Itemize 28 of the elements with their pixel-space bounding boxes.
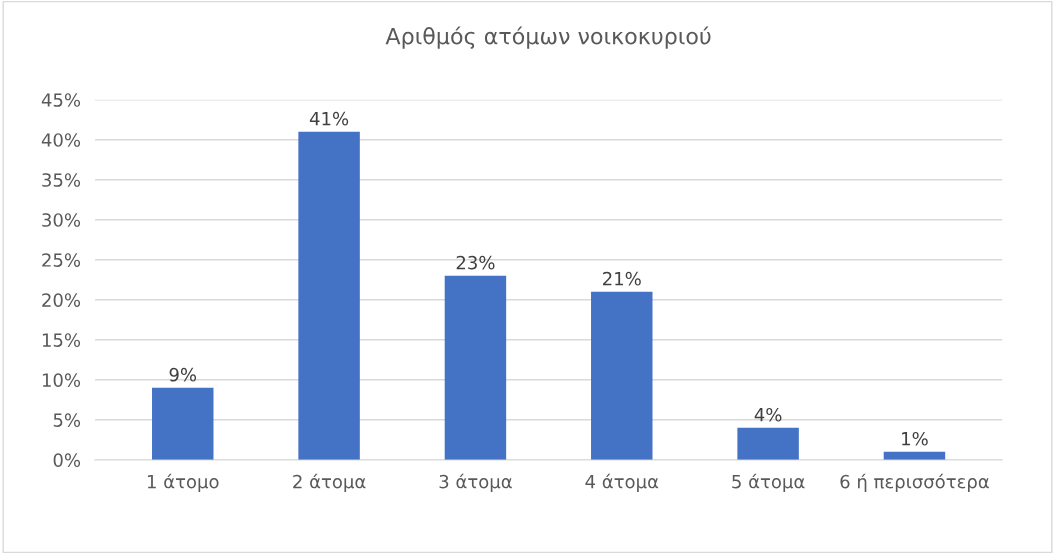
y-tick-label: 15% (42, 333, 81, 347)
y-tick-label: 40% (41, 133, 81, 147)
bar (152, 387, 214, 460)
y-tick-label: 5% (53, 413, 81, 427)
y-tick-label: 30% (42, 213, 81, 227)
bar (737, 427, 799, 460)
x-tick-label: 1 άτομο (147, 473, 219, 492)
data-label: 21% (603, 271, 641, 286)
chart-title: Αριθμός ατόμων νοικοκυριού (385, 26, 711, 49)
x-tick-label: 2 άτομα (293, 473, 366, 492)
y-tick-label: 20% (42, 293, 81, 307)
data-label: 1% (902, 431, 928, 446)
y-tick-label: 25% (42, 253, 81, 267)
y-tick-label: 0% (53, 453, 81, 467)
x-tick-label: 4 άτομα (585, 473, 659, 492)
data-label: 23% (456, 255, 495, 270)
x-tick-label: 5 άτομα (732, 473, 805, 492)
bar (444, 275, 507, 460)
y-tick-label: 10% (42, 373, 81, 387)
bar (298, 131, 360, 460)
y-tick-label: 45% (41, 93, 81, 107)
bar (591, 291, 653, 460)
x-tick-label: 3 άτομα (439, 473, 512, 492)
y-tick-label: 35% (42, 173, 81, 187)
data-label: 9% (169, 367, 197, 382)
x-tick-label: 6 ή περισσότερα (840, 473, 989, 492)
data-label: 4% (754, 407, 782, 422)
data-label: 41% (309, 111, 349, 126)
